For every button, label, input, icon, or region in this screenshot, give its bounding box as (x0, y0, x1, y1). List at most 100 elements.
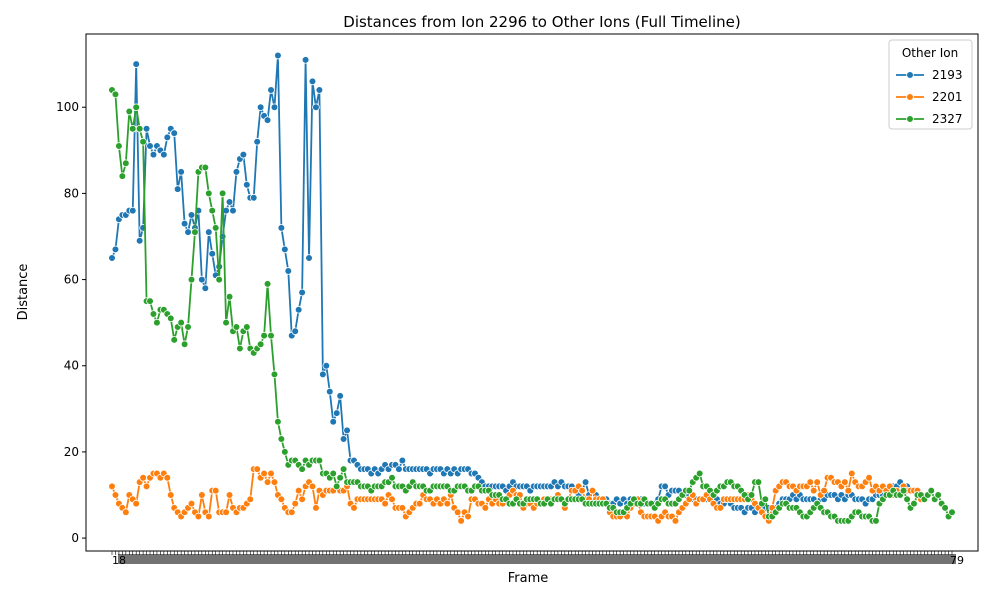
data-point-2327 (899, 486, 908, 495)
data-point-2201 (671, 517, 680, 525)
data-point-2327 (149, 310, 158, 318)
data-point-2327 (339, 465, 348, 473)
data-point-2201 (166, 491, 175, 499)
data-point-2327 (184, 323, 192, 331)
data-point-2327 (128, 124, 137, 133)
data-point-2327 (685, 486, 694, 495)
data-point-2193 (339, 435, 348, 443)
data-point-2201 (398, 504, 407, 512)
data-point-2201 (865, 473, 873, 482)
data-point-2193 (277, 224, 286, 232)
data-point-2193 (253, 137, 261, 146)
data-point-2327 (218, 189, 227, 198)
data-point-2327 (903, 495, 911, 504)
data-point-2201 (844, 486, 853, 495)
y-tick-label: 20 (64, 445, 79, 459)
data-point-2201 (294, 486, 303, 495)
data-point-2327 (277, 435, 286, 443)
legend-marker (906, 93, 914, 101)
data-point-2193 (243, 180, 251, 189)
data-point-2193 (201, 284, 210, 292)
data-point-2327 (872, 517, 880, 525)
data-point-2193 (208, 249, 217, 258)
data-point-2193 (291, 327, 300, 336)
data-point-2327 (267, 331, 275, 340)
data-point-2327 (139, 137, 147, 146)
data-point-2193 (398, 456, 407, 465)
x-axis: 18 79 (111, 551, 964, 567)
data-point-2327 (256, 340, 265, 349)
data-point-2193 (319, 370, 327, 379)
data-point-2327 (332, 482, 341, 491)
y-axis: 0 20 40 60 80 100 (56, 100, 86, 545)
data-point-2193 (312, 103, 320, 112)
data-point-2193 (163, 133, 172, 142)
data-point-2193 (395, 465, 403, 473)
data-point-2193 (239, 150, 248, 159)
data-point-2327 (329, 469, 338, 478)
data-point-2327 (166, 314, 175, 323)
y-tick-label: 60 (64, 273, 79, 287)
data-point-2327 (695, 469, 704, 478)
data-point-2201 (139, 473, 147, 482)
data-point-2201 (415, 499, 424, 508)
data-point-2193 (256, 103, 265, 112)
data-point-2201 (222, 508, 230, 517)
data-point-2201 (350, 504, 358, 512)
x-axis-label: Frame (508, 571, 549, 586)
data-point-2193 (198, 275, 206, 284)
data-point-2201 (253, 465, 261, 473)
data-point-2327 (225, 293, 234, 301)
data-point-2201 (841, 478, 849, 486)
legend-entry-2327: 2327 (896, 112, 963, 126)
data-point-2327 (941, 504, 949, 512)
data-point-2193 (332, 409, 341, 417)
data-point-2201 (267, 469, 275, 478)
data-point-2193 (301, 56, 310, 64)
data-point-2201 (312, 504, 320, 512)
data-point-2201 (122, 508, 130, 517)
data-point-2327 (222, 318, 230, 327)
legend-marker (906, 115, 914, 123)
data-point-2193 (173, 185, 182, 193)
data-point-2193 (581, 478, 590, 486)
data-point-2193 (128, 206, 137, 215)
legend-label: 2327 (932, 112, 963, 126)
data-point-2193 (661, 482, 669, 491)
data-point-2201 (291, 499, 300, 508)
data-point-2201 (198, 491, 206, 499)
data-point-2327 (232, 323, 241, 331)
data-point-2327 (298, 465, 306, 473)
data-point-2201 (806, 478, 815, 486)
legend-entry-2201: 2201 (896, 90, 963, 104)
data-point-2193 (249, 193, 258, 202)
data-point-2327 (263, 280, 272, 288)
data-point-2327 (115, 142, 123, 150)
data-point-2193 (325, 387, 334, 396)
data-point-2327 (927, 486, 936, 495)
y-axis-label: Distance (16, 264, 31, 321)
data-point-2193 (204, 228, 213, 236)
data-point-2201 (132, 499, 140, 508)
data-point-2193 (160, 150, 168, 159)
legend-box (888, 39, 973, 130)
data-point-2327 (747, 491, 756, 499)
legend: Other Ion 2193 2201 2327 (888, 39, 973, 130)
data-point-2193 (267, 86, 275, 94)
data-point-2201 (194, 512, 203, 521)
data-point-2193 (187, 211, 196, 219)
data-point-2201 (588, 486, 597, 495)
data-point-2201 (481, 504, 490, 512)
data-point-2327 (170, 336, 179, 344)
data-point-2193 (308, 77, 317, 86)
data-point-2327 (153, 318, 161, 327)
data-point-2201 (204, 512, 213, 521)
data-point-2201 (246, 495, 255, 504)
data-point-2201 (388, 495, 396, 504)
data-point-2327 (177, 318, 185, 327)
data-point-2201 (260, 469, 268, 478)
data-point-2201 (464, 512, 472, 521)
legend-label: 2193 (932, 68, 963, 82)
data-point-2327 (236, 344, 244, 353)
data-point-2327 (135, 124, 144, 133)
